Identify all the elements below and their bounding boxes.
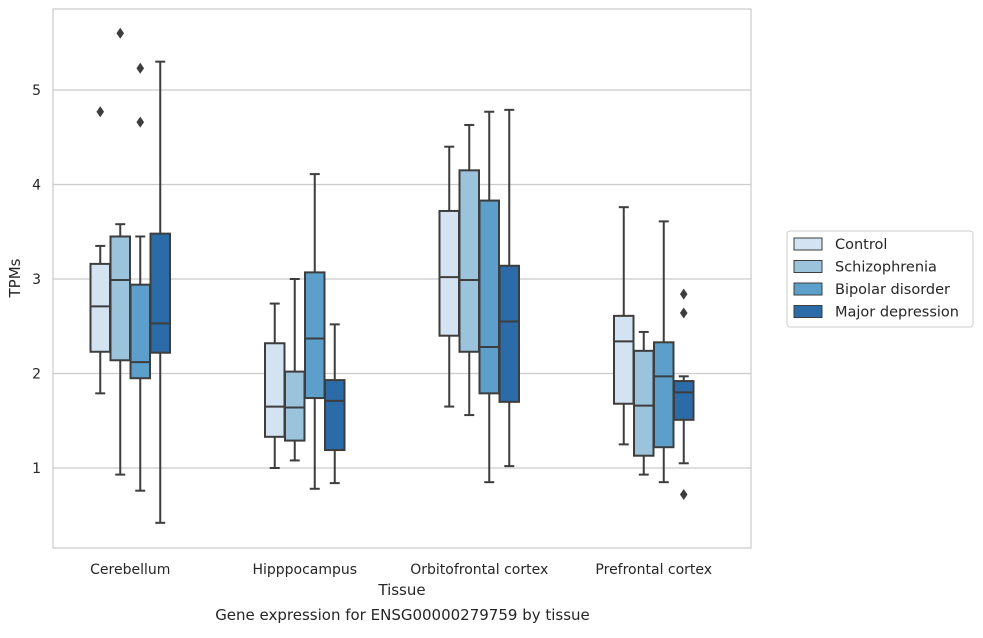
figure-caption: Gene expression for ENSG00000279759 by t… (215, 606, 590, 624)
iqr-box (653, 341, 675, 449)
iqr-box (438, 209, 460, 337)
iqr-box (324, 379, 346, 452)
legend-label: Major depression (835, 305, 959, 321)
y-tick-labels: 1 2 3 4 5 (32, 83, 41, 477)
box-bipolar-disorder (304, 173, 326, 490)
outlier-point (116, 27, 125, 39)
y-tick-label: 4 (32, 178, 41, 194)
box-bipolar-disorder (653, 220, 675, 484)
box-schizophrenia (109, 27, 131, 476)
iqr-box (478, 199, 500, 395)
legend-swatch (793, 282, 823, 296)
x-tick-label: Orbitofrontal cortex (410, 562, 548, 578)
y-axis-label: TPMs (6, 258, 24, 298)
x-tick-labels: Cerebellum Hipppocampus Orbitofrontal cort… (90, 562, 712, 578)
iqr-box (673, 380, 695, 421)
iqr-box (149, 232, 171, 354)
box-bipolar-disorder (129, 62, 151, 492)
y-tick-label: 5 (32, 83, 41, 99)
iqr-box (304, 271, 326, 400)
outlier-point (679, 288, 688, 300)
x-tick-label: Hipppocampus (252, 562, 357, 578)
iqr-box (284, 370, 306, 442)
legend-swatch (793, 305, 823, 318)
y-tick-label: 1 (32, 461, 41, 477)
box-control (264, 302, 286, 469)
iqr-box (89, 262, 111, 353)
iqr-box (109, 235, 131, 362)
legend-swatch (793, 260, 823, 273)
box-schizophrenia (633, 330, 655, 476)
legend-label: Schizophrenia (835, 260, 937, 276)
x-axis-label: Tissue (377, 581, 425, 599)
box-control (89, 106, 111, 395)
box-major-depression (149, 60, 171, 524)
outlier-point (136, 116, 145, 128)
box-schizophrenia (284, 278, 306, 462)
outlier-point (679, 307, 688, 319)
x-tick-label: Cerebellum (90, 562, 170, 578)
legend-label: Control (835, 237, 887, 253)
iqr-box (633, 349, 655, 457)
iqr-box (613, 314, 635, 405)
box-major-depression (498, 108, 520, 468)
outlier-point (136, 62, 145, 74)
y-tick-label: 3 (32, 272, 41, 288)
iqr-box (129, 283, 151, 380)
outlier-point (96, 106, 105, 118)
y-tick-label: 2 (32, 367, 41, 383)
x-tick-label: Prefrontal cortex (595, 562, 712, 578)
box-major-depression (673, 288, 695, 500)
legend-label: Bipolar disorder (835, 282, 950, 298)
iqr-box (458, 169, 480, 353)
iqr-box (264, 342, 286, 438)
legend: Control Schizophrenia Bipolar disorder Majo… (786, 230, 974, 328)
boxes-layer (89, 27, 695, 524)
outlier-point (679, 488, 688, 500)
legend-frame (786, 230, 974, 328)
box-major-depression (324, 323, 346, 485)
legend-swatch (793, 237, 823, 251)
iqr-box (498, 264, 520, 403)
